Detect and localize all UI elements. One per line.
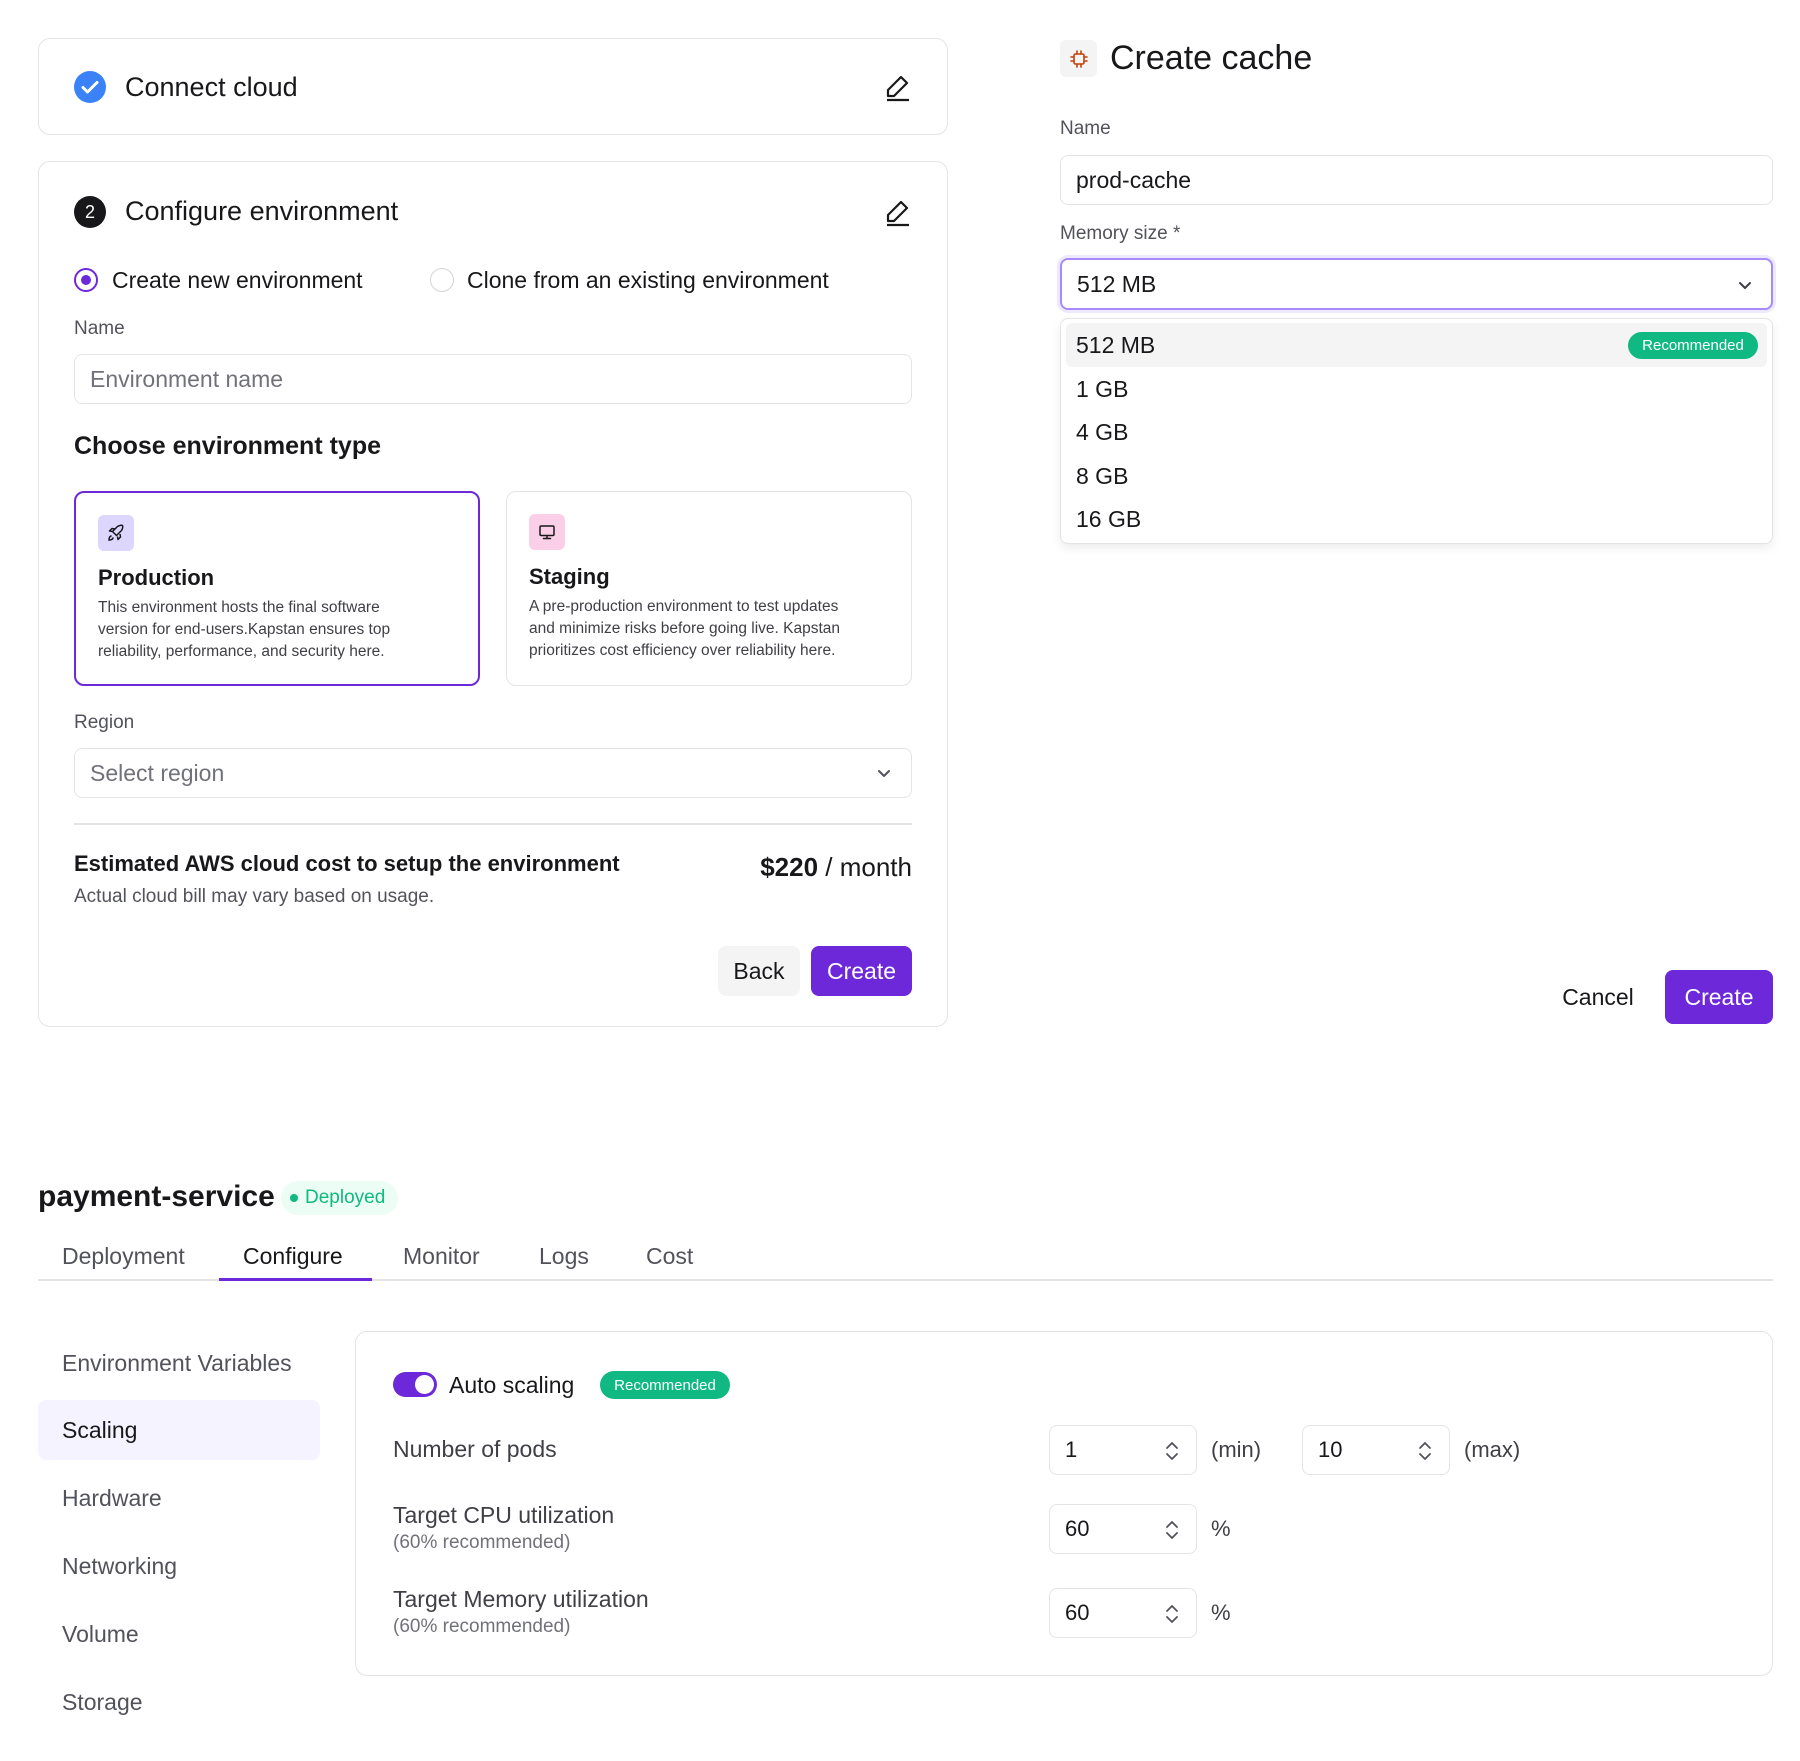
radio-create-new[interactable] xyxy=(74,268,98,292)
region-select[interactable]: Select region xyxy=(74,748,912,798)
cache-name-input[interactable]: prod-cache xyxy=(1060,155,1773,205)
memory-size-label: Memory size * xyxy=(1060,223,1181,244)
memory-utilization-unit: % xyxy=(1211,1600,1231,1625)
check-circle-icon xyxy=(74,71,106,103)
sidebar-item-scaling[interactable]: Scaling xyxy=(38,1400,320,1460)
scaling-panel: Auto scaling Recommended Number of pods … xyxy=(355,1331,1773,1676)
memory-size-dropdown: 512 MB Recommended 1 GB 4 GB 8 GB 16 GB xyxy=(1060,318,1773,544)
cpu-utilization-value: 60 xyxy=(1065,1516,1090,1541)
configure-environment-title: Configure environment xyxy=(125,196,399,226)
up-down-icon xyxy=(1166,1605,1178,1623)
pods-max-stepper[interactable]: 10 xyxy=(1302,1425,1450,1475)
recommended-badge: Recommended xyxy=(600,1371,730,1399)
cancel-button[interactable]: Cancel xyxy=(1562,983,1634,1010)
env-type-staging-card[interactable]: Staging A pre-production environment to … xyxy=(506,491,912,686)
configure-environment-card: 2 Configure environment Create new envir… xyxy=(38,161,948,1027)
dropdown-option[interactable]: 16 GB xyxy=(1066,497,1767,541)
create-cache-title: Create cache xyxy=(1110,39,1313,77)
cpu-utilization-hint: (60% recommended) xyxy=(393,1532,571,1553)
cost-subtitle: Actual cloud bill may vary based on usag… xyxy=(74,886,435,907)
chevron-down-icon xyxy=(1739,282,1751,289)
dropdown-option[interactable]: 8 GB xyxy=(1066,454,1767,498)
cost-period: / month xyxy=(818,852,912,882)
create-button[interactable]: Create xyxy=(811,946,912,996)
sidebar-item-storage[interactable]: Storage xyxy=(62,1688,143,1715)
status-badge: Deployed xyxy=(281,1181,399,1215)
env-type-description: This environment hosts the final softwar… xyxy=(98,599,391,660)
cost-amount: $220 xyxy=(760,852,819,882)
up-down-icon xyxy=(1166,1442,1178,1460)
cpu-utilization-label: Target CPU utilization xyxy=(393,1502,615,1528)
env-type-title: Staging xyxy=(529,564,610,589)
cpu-utilization-stepper[interactable]: 60 xyxy=(1049,1504,1197,1554)
service-name: payment-service xyxy=(38,1180,275,1213)
memory-utilization-label: Target Memory utilization xyxy=(393,1586,649,1612)
toggle-knob xyxy=(415,1375,434,1394)
dropdown-option[interactable]: 4 GB xyxy=(1066,410,1767,454)
region-label: Region xyxy=(74,712,135,733)
status-dot-icon xyxy=(290,1194,298,1202)
dropdown-option-label: 8 GB xyxy=(1076,462,1129,489)
pods-min-value: 1 xyxy=(1065,1437,1078,1462)
dropdown-option-label: 16 GB xyxy=(1076,505,1142,532)
cost-title: Estimated AWS cloud cost to setup the en… xyxy=(74,851,620,876)
pods-max-value: 10 xyxy=(1318,1437,1343,1462)
tab-monitor[interactable]: Monitor xyxy=(403,1243,480,1269)
up-down-icon xyxy=(1419,1442,1431,1460)
environment-name-input[interactable]: Environment name xyxy=(74,354,912,404)
connect-cloud-card: Connect cloud xyxy=(38,38,948,135)
cost-value: $220 / month xyxy=(760,852,912,883)
up-down-icon xyxy=(1166,1521,1178,1539)
cpu-utilization-unit: % xyxy=(1211,1516,1231,1541)
sidebar-item-networking[interactable]: Networking xyxy=(62,1552,178,1579)
connect-cloud-title: Connect cloud xyxy=(125,72,298,102)
sidebar-item-hardware[interactable]: Hardware xyxy=(62,1484,162,1511)
auto-scaling-toggle[interactable] xyxy=(393,1372,437,1397)
dropdown-option-label: 1 GB xyxy=(1076,375,1129,402)
memory-utilization-value: 60 xyxy=(1065,1600,1090,1625)
memory-utilization-stepper[interactable]: 60 xyxy=(1049,1588,1197,1638)
recommended-badge: Recommended xyxy=(1628,332,1758,359)
rocket-icon xyxy=(98,515,134,551)
divider xyxy=(74,823,912,825)
tab-logs[interactable]: Logs xyxy=(539,1243,589,1269)
step-number-badge: 2 xyxy=(74,196,106,228)
tab-deployment[interactable]: Deployment xyxy=(62,1243,185,1269)
sidebar-item-environment-variables[interactable]: Environment Variables xyxy=(62,1349,292,1376)
dropdown-option-label: 4 GB xyxy=(1076,418,1129,445)
name-label: Name xyxy=(74,318,125,339)
monitor-icon xyxy=(529,514,565,550)
create-cache-button[interactable]: Create xyxy=(1665,970,1773,1024)
radio-clone-existing-label[interactable]: Clone from an existing environment xyxy=(467,267,829,293)
dropdown-option-label: 512 MB xyxy=(1076,331,1156,358)
radio-clone-existing[interactable] xyxy=(430,268,454,292)
chip-icon xyxy=(1060,40,1097,77)
tabs-divider xyxy=(38,1279,1773,1281)
env-type-production-card[interactable]: Production This environment hosts the fi… xyxy=(74,491,480,686)
memory-size-select[interactable]: 512 MB xyxy=(1060,258,1773,310)
number-of-pods-label: Number of pods xyxy=(393,1436,557,1462)
sidebar-item-volume[interactable]: Volume xyxy=(62,1620,139,1647)
env-type-title: Production xyxy=(98,565,215,590)
edit-icon[interactable] xyxy=(882,196,914,228)
auto-scaling-label: Auto scaling xyxy=(449,1372,575,1398)
pods-min-unit: (min) xyxy=(1211,1437,1262,1462)
env-type-description: A pre-production environment to test upd… xyxy=(529,598,841,659)
dropdown-option[interactable]: 1 GB xyxy=(1066,367,1767,411)
tab-configure[interactable]: Configure xyxy=(243,1243,343,1269)
status-text: Deployed xyxy=(305,1187,386,1208)
pods-min-stepper[interactable]: 1 xyxy=(1049,1425,1197,1475)
active-tab-indicator xyxy=(219,1278,372,1281)
cache-name-label: Name xyxy=(1060,118,1111,139)
back-button[interactable]: Back xyxy=(718,946,800,996)
chevron-down-icon xyxy=(878,770,890,777)
radio-create-new-label[interactable]: Create new environment xyxy=(112,267,363,293)
edit-icon[interactable] xyxy=(882,71,914,103)
tab-cost[interactable]: Cost xyxy=(646,1243,694,1269)
pods-max-unit: (max) xyxy=(1464,1437,1521,1462)
memory-utilization-hint: (60% recommended) xyxy=(393,1616,571,1637)
environment-type-heading: Choose environment type xyxy=(74,432,381,460)
